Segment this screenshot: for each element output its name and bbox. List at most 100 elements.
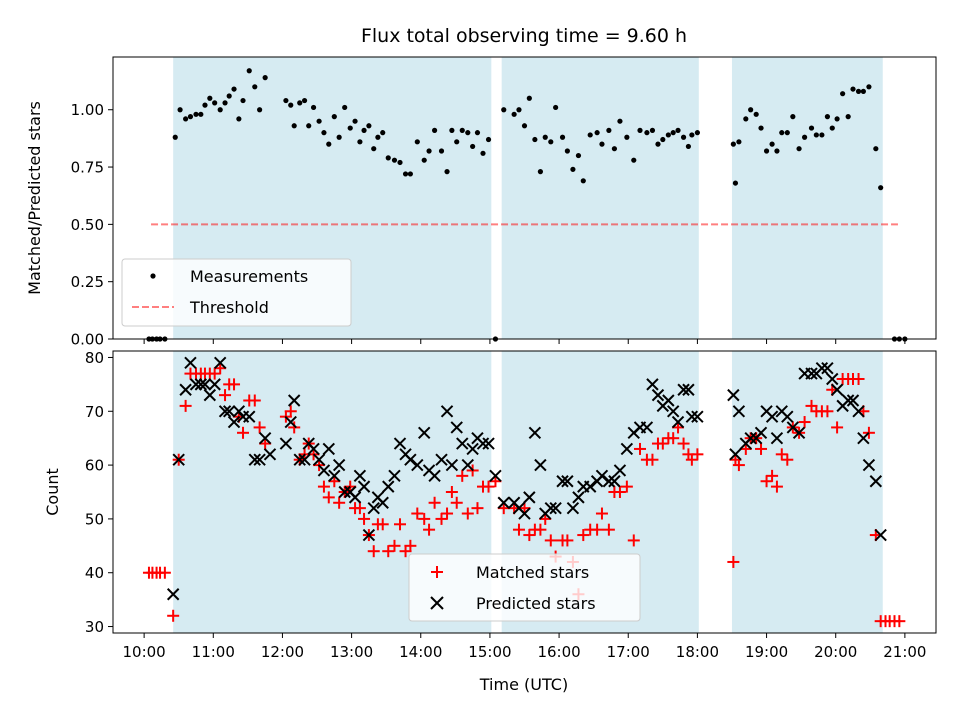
measurement-point [526, 95, 532, 101]
matched-star-point [544, 534, 557, 547]
measurement-point [501, 107, 507, 113]
x-tick-label: 11:00 [192, 643, 235, 661]
predicted-star-point [646, 378, 659, 391]
predicted-star-point [198, 378, 212, 391]
predicted-star-point [765, 410, 779, 423]
matched-star-point [404, 539, 417, 552]
measurement-point [813, 132, 819, 138]
measurement-point [236, 116, 242, 122]
measurement-point [670, 130, 676, 136]
top-x-axis-ticks [143, 339, 906, 344]
x-tick-label: 19:00 [745, 643, 788, 661]
measurement-point [207, 95, 213, 101]
measurement-point [310, 104, 317, 111]
matched-star-point [613, 486, 626, 498]
predicted-star-point [620, 442, 634, 456]
predicted-star-point [744, 431, 757, 445]
predicted-star-point [754, 426, 768, 440]
predicted-star-point [732, 405, 746, 418]
measurement-point [570, 166, 576, 172]
matched-star-point [461, 507, 474, 520]
bottom-legend: Matched stars Predicted stars [408, 553, 641, 622]
measurement-point [829, 125, 835, 131]
measurement-point [397, 159, 403, 166]
predicted-star-point [518, 507, 531, 520]
measurement-point [675, 127, 681, 133]
measurement-point [511, 111, 517, 117]
predicted-star-point [298, 453, 311, 466]
matched-star-point [248, 394, 261, 407]
measurement-point [485, 136, 492, 143]
matched-star-point [781, 453, 794, 466]
measurement-point [611, 146, 618, 152]
measurement-point [769, 141, 775, 147]
matched-star-point [376, 518, 389, 531]
predicted-star-point [213, 356, 227, 370]
predicted-star-point [393, 437, 407, 450]
predicted-star-point [450, 421, 463, 434]
matched-star-point [322, 491, 335, 504]
measurement-point [855, 88, 862, 94]
ratio-panel: 0.00 0.25 0.50 0.75 1.00 Matched/Predicted s… [25, 56, 937, 349]
measurement-point [357, 139, 363, 145]
measurement-point [564, 148, 570, 154]
measurement-point [763, 148, 770, 154]
measurement-point [637, 127, 643, 133]
predicted-star-point [348, 491, 362, 504]
predicted-star-point [172, 453, 185, 466]
measurement-point [819, 132, 825, 138]
matched-star-point [219, 389, 232, 402]
y-tick-label: 0.50 [71, 216, 104, 234]
predicted-star-point [523, 491, 536, 504]
measurement-point [606, 127, 612, 133]
measurement-point [366, 123, 372, 129]
matched-star-point [732, 459, 745, 472]
measurement-point [587, 132, 593, 138]
predicted-star-point [821, 362, 834, 375]
top-legend-box [121, 258, 352, 327]
predicted-star-point [691, 410, 704, 423]
predicted-star-point [222, 405, 236, 418]
measurement-point [380, 130, 386, 136]
predicted-star-point [411, 458, 424, 472]
predicted-star-point [497, 496, 510, 509]
predicted-star-point [418, 426, 431, 440]
predicted-star-point [322, 442, 335, 456]
measurement-point [193, 111, 199, 117]
legend-measurements-label: Measurements [190, 267, 308, 286]
matched-star-point [821, 405, 834, 418]
predicted-star-point [671, 415, 685, 429]
predicted-star-point [353, 469, 367, 483]
matched-star-point [471, 502, 484, 515]
predicted-star-point [826, 372, 839, 386]
predicted-star-point [770, 431, 784, 445]
predicted-star-point [852, 405, 865, 418]
predicted-star-point [608, 475, 621, 488]
measurement-point [449, 127, 455, 133]
measurement-points [146, 68, 908, 342]
matched-star-point [394, 518, 407, 531]
measurement-point [331, 114, 337, 120]
measurement-point [617, 118, 623, 124]
matched-star-point [228, 378, 241, 391]
measurement-point [580, 178, 586, 184]
predicted-star-points [166, 356, 887, 601]
bottom-x-axis-ticks: 10:00 11:00 12:00 13:00 14:00 15:00 16:00 17:00… [123, 633, 926, 661]
measurement-point [850, 86, 856, 92]
predicted-star-point [476, 437, 490, 450]
measurement-point [421, 157, 427, 163]
predicted-star-point [874, 528, 887, 542]
predicted-star-point [279, 437, 293, 450]
matched-star-point [627, 534, 640, 547]
measurement-point [743, 116, 749, 122]
measurement-point [860, 88, 866, 94]
matched-star-point [775, 448, 788, 461]
matched-star-point [831, 421, 844, 434]
predicted-star-point [666, 405, 680, 418]
measurement-point [297, 100, 303, 106]
predicted-star-point [857, 431, 870, 445]
matched-star-point [512, 523, 525, 536]
measurement-point [774, 148, 780, 154]
matched-star-point [288, 421, 301, 434]
